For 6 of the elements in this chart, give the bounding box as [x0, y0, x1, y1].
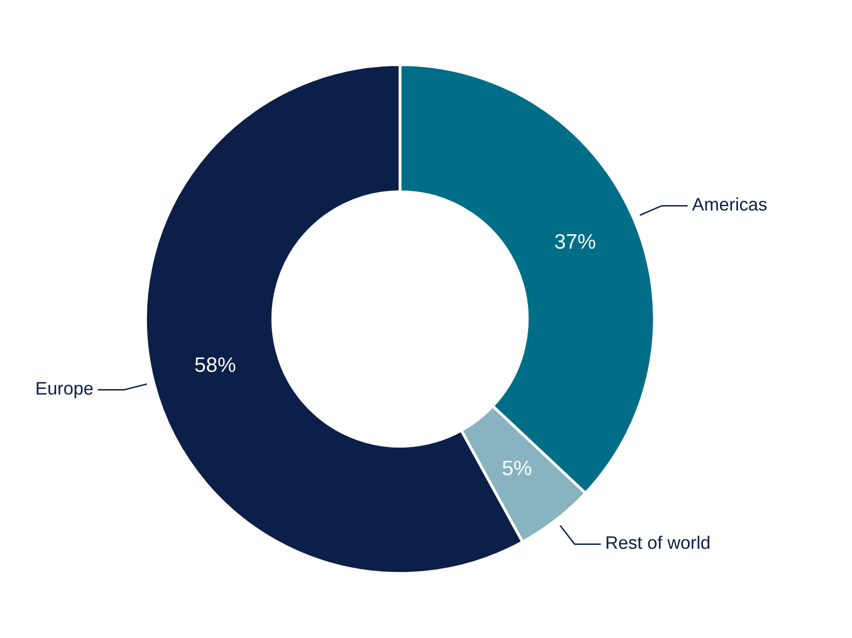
slice-label: Americas	[692, 197, 767, 211]
slice-label: Rest of world	[606, 536, 710, 549]
data-label: 37%	[555, 234, 596, 249]
data-label: 5%	[502, 460, 532, 476]
slice-label: Europe	[36, 382, 93, 398]
data-label: 58%	[195, 357, 236, 372]
